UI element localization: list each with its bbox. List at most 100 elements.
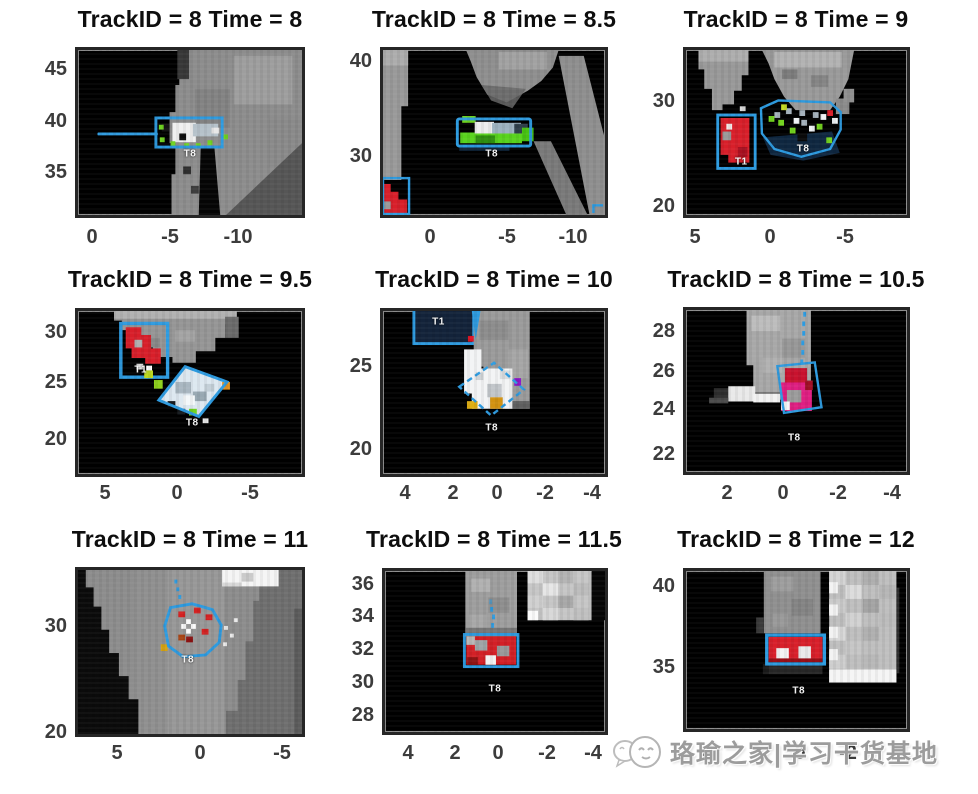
background-regions <box>78 570 302 734</box>
track-label: T8 <box>181 654 195 666</box>
track-label: T8 <box>787 432 801 444</box>
track-label: T8 <box>183 148 197 160</box>
track-trail-dots <box>489 599 495 628</box>
sensor-image <box>78 570 302 734</box>
x-tick: -10 <box>558 226 588 248</box>
x-tick: 2 <box>750 742 762 764</box>
track-box <box>154 116 224 149</box>
x-tick: 5 <box>99 482 111 504</box>
x-tick: -4 <box>584 742 602 764</box>
y-tick: 35 <box>652 656 675 678</box>
sensor-image <box>383 50 605 215</box>
y-tick: 24 <box>652 398 675 420</box>
chat-bubbles-face-icon <box>613 736 661 768</box>
subplot-title: TrackID = 8 Time = 10.5 <box>667 266 925 292</box>
y-tick: 20 <box>652 195 675 217</box>
subplot-image-t10-5: T8 <box>683 307 910 475</box>
track-box <box>759 99 842 159</box>
y-tick: 36 <box>351 573 374 595</box>
detections <box>781 368 813 412</box>
x-tick: 0 <box>492 742 504 764</box>
track-label: T8 <box>485 148 499 160</box>
x-tick: -5 <box>161 226 179 248</box>
x-tick: 0 <box>424 226 436 248</box>
x-tick: -5 <box>273 742 291 764</box>
y-tick: 40 <box>652 575 675 597</box>
track-label: T1 <box>734 156 748 168</box>
track-label: T8 <box>792 685 806 697</box>
track-label: T8 <box>485 422 499 434</box>
secondary-track-box <box>412 311 476 346</box>
y-tick: 34 <box>351 605 374 627</box>
x-tick: -2 <box>839 742 857 764</box>
detections <box>762 636 823 675</box>
x-tick: 0 <box>764 226 776 248</box>
x-tick: -5 <box>498 226 516 248</box>
x-tick: 4 <box>702 742 714 764</box>
subplot-image-t12: T8 <box>683 568 910 732</box>
y-tick: 45 <box>44 58 67 80</box>
x-tick: 2 <box>721 482 733 504</box>
x-tick: 0 <box>491 482 503 504</box>
x-tick: -4 <box>883 482 901 504</box>
y-tick: 25 <box>44 371 67 393</box>
y-tick: 30 <box>652 90 675 112</box>
track-box <box>775 361 823 415</box>
y-tick: 40 <box>349 50 372 72</box>
track-history-line <box>97 132 158 136</box>
x-tick: 4 <box>402 742 414 764</box>
x-tick: 0 <box>794 742 806 764</box>
detections <box>464 349 522 409</box>
x-tick: 2 <box>447 482 459 504</box>
subplot-image-t9: T1 T8 <box>683 47 910 218</box>
track-box <box>156 364 230 419</box>
x-tick: -5 <box>836 226 854 248</box>
y-tick: 26 <box>652 360 675 382</box>
subplot-image-t8: T8 <box>75 47 305 218</box>
subplot-title: TrackID = 8 Time = 8.5 <box>371 6 617 32</box>
y-tick: 28 <box>652 320 675 342</box>
y-tick: 20 <box>44 721 67 743</box>
y-tick: 40 <box>44 110 67 132</box>
track-trail-dots <box>174 579 182 599</box>
secondary-detection-red <box>716 113 757 170</box>
background-regions <box>698 50 855 115</box>
subplot-title: TrackID = 8 Time = 10 <box>375 266 613 292</box>
subplot-image-t11-5: T8 <box>382 568 608 735</box>
background-regions <box>169 50 302 215</box>
subplot-title: TrackID = 8 Time = 9 <box>683 6 909 32</box>
x-tick: -10 <box>223 226 253 248</box>
y-tick: 30 <box>44 321 67 343</box>
track-label: T8 <box>796 143 810 155</box>
y-tick: 22 <box>652 443 675 465</box>
track-label: T1 <box>432 316 445 328</box>
y-tick: 28 <box>351 704 374 726</box>
y-tick: 35 <box>44 161 67 183</box>
detections <box>158 122 228 149</box>
x-tick: -5 <box>241 482 259 504</box>
background-regions <box>756 571 900 683</box>
background-regions <box>383 50 605 215</box>
sensor-image <box>97 50 302 215</box>
subplot-title: TrackID = 8 Time = 11 <box>71 526 309 552</box>
track-label: T1 <box>134 364 148 376</box>
subplot-image-t10: T1 T8 <box>380 308 608 477</box>
y-tick: 25 <box>349 355 372 377</box>
secondary-detection-red <box>383 176 411 215</box>
background-regions <box>465 571 605 637</box>
subplot-title: TrackID = 8 Time = 11.5 <box>365 526 623 552</box>
detections <box>160 607 238 652</box>
track-box <box>455 117 533 148</box>
x-tick: -4 <box>583 482 601 504</box>
x-tick: 2 <box>449 742 461 764</box>
x-tick: 0 <box>194 742 206 764</box>
y-tick: 30 <box>351 671 374 693</box>
sensor-image <box>698 50 855 170</box>
x-tick: 0 <box>86 226 98 248</box>
track-label: T8 <box>488 683 502 695</box>
sensor-image <box>756 571 900 683</box>
corner-mark <box>592 204 604 214</box>
y-tick: 30 <box>349 145 372 167</box>
subplot-image-t9-5: T1 T8 <box>75 308 305 477</box>
